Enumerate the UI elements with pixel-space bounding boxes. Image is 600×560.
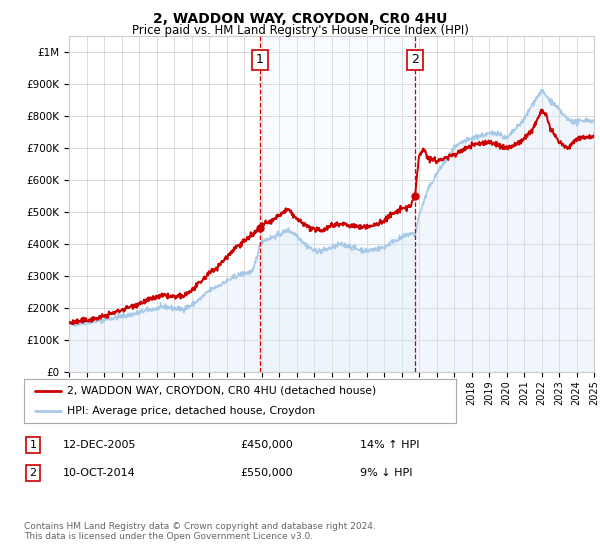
Text: 2, WADDON WAY, CROYDON, CR0 4HU (detached house): 2, WADDON WAY, CROYDON, CR0 4HU (detache… (67, 386, 376, 396)
Text: £450,000: £450,000 (240, 440, 293, 450)
Text: 10-OCT-2014: 10-OCT-2014 (63, 468, 136, 478)
Text: 1: 1 (256, 53, 264, 67)
Text: Contains HM Land Registry data © Crown copyright and database right 2024.
This d: Contains HM Land Registry data © Crown c… (24, 522, 376, 542)
Bar (260, 36, 415, 372)
Text: 9% ↓ HPI: 9% ↓ HPI (360, 468, 413, 478)
Text: 2: 2 (29, 468, 37, 478)
Text: 12-DEC-2005: 12-DEC-2005 (63, 440, 137, 450)
Text: HPI: Average price, detached house, Croydon: HPI: Average price, detached house, Croy… (67, 406, 316, 416)
Text: 1: 1 (29, 440, 37, 450)
Text: 14% ↑ HPI: 14% ↑ HPI (360, 440, 419, 450)
Text: £550,000: £550,000 (240, 468, 293, 478)
Text: 2, WADDON WAY, CROYDON, CR0 4HU: 2, WADDON WAY, CROYDON, CR0 4HU (153, 12, 447, 26)
Text: 2: 2 (411, 53, 419, 67)
Text: Price paid vs. HM Land Registry's House Price Index (HPI): Price paid vs. HM Land Registry's House … (131, 24, 469, 36)
